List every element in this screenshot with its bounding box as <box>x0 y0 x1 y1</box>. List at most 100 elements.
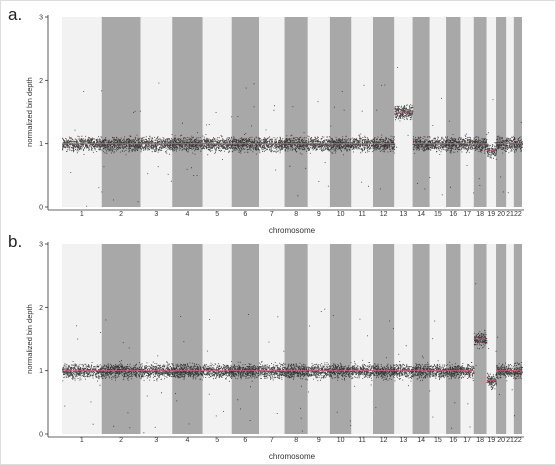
chromosome-band-20 <box>496 244 507 434</box>
data-points-chr16 <box>446 361 462 429</box>
series-points-chr5 <box>202 112 233 160</box>
series-points-chr22 <box>513 122 523 153</box>
series-points-chr2 <box>101 110 142 203</box>
chromosome-band-12 <box>372 17 395 207</box>
series-points-chr14 <box>412 136 431 190</box>
data-points-chr9 <box>307 308 331 393</box>
x-tick-label-12: 12 <box>380 437 388 444</box>
x-tick-label-2: 2 <box>119 211 123 218</box>
y-tick-label: 3 <box>39 242 43 249</box>
chromosome-band-5 <box>202 244 232 434</box>
series-points-chr4 <box>172 316 204 425</box>
chromosome-band-2 <box>101 244 141 434</box>
data-points-chr19 <box>486 99 497 160</box>
chromosome-band-21 <box>506 17 514 207</box>
x-tick-label-8: 8 <box>294 211 298 218</box>
series-points-chr19 <box>486 99 497 160</box>
x-tick-label-18: 18 <box>476 211 484 218</box>
series-points-chr20 <box>496 135 508 193</box>
series-points-chr9 <box>307 308 331 393</box>
data-points-chr12 <box>373 84 396 190</box>
chromosome-band-14 <box>412 17 430 207</box>
data-points-chr20 <box>496 135 508 193</box>
chromosome-band-4 <box>172 244 203 434</box>
x-tick-label-6: 6 <box>243 437 247 444</box>
chromosome-band-6 <box>231 17 260 207</box>
x-tick-label-5: 5 <box>215 211 219 218</box>
chromosome-band-15 <box>429 244 447 434</box>
data-points-chr7 <box>259 105 286 171</box>
x-tick-label-8: 8 <box>294 437 298 444</box>
data-points-chr10 <box>330 91 353 156</box>
x-tick-label-15: 15 <box>434 211 442 218</box>
chromosome-band-13 <box>394 244 413 434</box>
chromosome-band-4 <box>172 17 203 207</box>
series-points-chr17 <box>460 133 475 194</box>
y-tick-label: 0 <box>39 205 43 212</box>
series-points-chr19 <box>486 348 497 390</box>
data-points-chr17 <box>460 133 475 194</box>
x-tick-label-20: 20 <box>497 437 505 444</box>
x-axis-title: chromosome <box>269 452 316 461</box>
series-points-chr12 <box>373 320 396 409</box>
chromosome-band-1 <box>62 17 102 207</box>
series-points-chr12 <box>373 84 396 190</box>
x-axis-title: chromosome <box>269 226 316 235</box>
data-points-chr3 <box>140 355 173 434</box>
data-points-chr4 <box>172 122 204 176</box>
panel-letter: a. <box>8 5 22 24</box>
x-tick-label-4: 4 <box>185 437 189 444</box>
data-points-chr14 <box>412 355 431 392</box>
x-tick-label-10: 10 <box>337 437 345 444</box>
data-points-chr20 <box>496 336 508 395</box>
chromosome-band-10 <box>329 17 352 207</box>
series-points-chr14 <box>412 355 431 392</box>
data-points-chr4 <box>172 316 204 425</box>
series-points-chr22 <box>513 362 523 417</box>
y-tick-label: 3 <box>39 15 43 22</box>
series-points-chr21 <box>506 364 515 391</box>
chromosome-band-17 <box>460 17 474 207</box>
x-tick-label-17: 17 <box>463 437 471 444</box>
series-points-chr7 <box>259 316 286 414</box>
chromosome-band-22 <box>513 244 522 434</box>
data-points-chr8 <box>284 106 309 197</box>
chromosome-band-18 <box>473 17 487 207</box>
series-points-chr21 <box>506 135 515 194</box>
x-tick-label-13: 13 <box>400 437 408 444</box>
chromosome-band-7 <box>259 17 285 207</box>
x-tick-label-9: 9 <box>317 437 321 444</box>
chromosome-band-20 <box>496 17 507 207</box>
chromosome-band-11 <box>351 17 373 207</box>
data-points-chr8 <box>284 362 309 432</box>
data-points-chr22 <box>514 122 523 153</box>
series-points-chr13 <box>394 67 414 148</box>
data-points-chr11 <box>351 318 374 387</box>
y-tick-label: 1 <box>39 141 43 148</box>
data-points-chr15 <box>429 97 447 196</box>
series-points-chr6 <box>231 314 260 421</box>
chromosome-band-5 <box>202 17 232 207</box>
series-points-chr3 <box>140 82 173 182</box>
x-tick-label-14: 14 <box>417 437 425 444</box>
x-tick-label-22: 22 <box>514 211 522 218</box>
series-points-chr10 <box>329 91 353 156</box>
data-points-chr13 <box>394 67 414 148</box>
x-tick-label-4: 4 <box>185 211 189 218</box>
x-tick-label-3: 3 <box>154 437 158 444</box>
chromosome-band-1 <box>62 244 102 434</box>
chromosome-band-16 <box>446 244 461 434</box>
data-points-chr6 <box>231 83 260 155</box>
x-tick-label-21: 21 <box>506 211 514 218</box>
series-points-chr10 <box>329 315 353 426</box>
chromosome-band-11 <box>351 244 373 434</box>
chromosome-band-16 <box>446 17 461 207</box>
x-tick-label-16: 16 <box>449 211 457 218</box>
x-tick-label-17: 17 <box>463 211 471 218</box>
data-points-chr1 <box>62 325 103 425</box>
x-tick-label-7: 7 <box>270 211 274 218</box>
chromosome-band-15 <box>429 17 447 207</box>
